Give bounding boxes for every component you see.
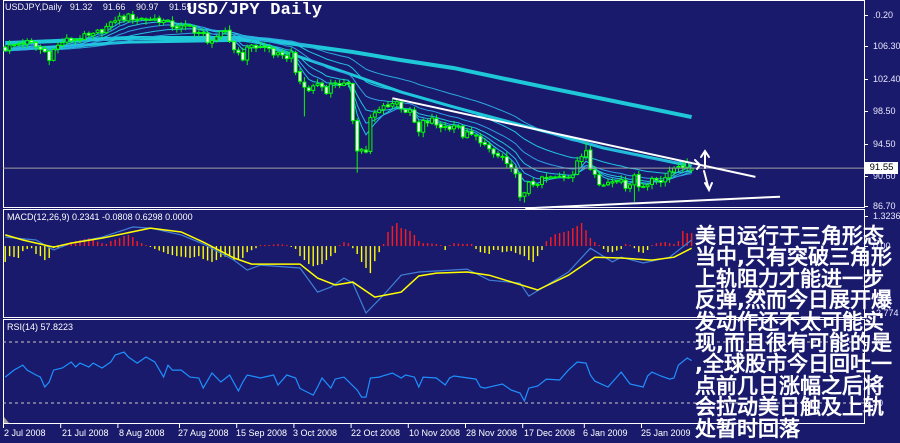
macd-series-layer xyxy=(4,223,693,315)
current-price-label: 91.55 xyxy=(865,162,898,174)
price-axis-label: .0.20 xyxy=(873,10,894,20)
price-axis-label: 94.50 xyxy=(873,139,896,149)
breakout-arrows-icon xyxy=(694,149,713,193)
commentary-line: 美日运行于三角形态 xyxy=(695,224,884,248)
commentary-line: ,全球股市今日回吐一 xyxy=(695,352,892,377)
rsi-axis-label: 70 xyxy=(873,337,884,347)
main-price-panel[interactable] xyxy=(3,0,865,208)
price-series-layer xyxy=(3,10,864,203)
price-axis-label: 86.70 xyxy=(873,201,896,211)
ohlc-high: 91.66 xyxy=(102,2,126,12)
symbol-timeframe: USDJPY,Daily xyxy=(5,2,62,12)
date-axis-label: 6 Jan 2009 xyxy=(583,428,628,438)
commentary-line: 上轨阻力才能进一步 xyxy=(695,266,884,291)
macd-panel[interactable] xyxy=(3,209,865,318)
date-axis-label: 28 Nov 2008 xyxy=(466,428,518,438)
commentary-line: 现,而且很有可能的是 xyxy=(695,330,892,355)
rsi-axis-label: 30 xyxy=(873,398,884,408)
date-axis-label: 27 Aug 2008 xyxy=(178,428,229,438)
commentary-line: 反弹,然而今日展开爆 xyxy=(695,288,892,313)
triangle-trendlines[interactable] xyxy=(392,97,781,210)
commentary-line: 发动作还不太可能实 xyxy=(695,309,884,334)
macd-indicator-label: MACD(12,26,9) 0.2341 -0.0808 0.6298 0.00… xyxy=(7,212,193,222)
analysis-commentary: 美日运行于三角形态 当中,只有突破三角形 上轨阻力才能进一步 反弹,然而今日展开… xyxy=(695,224,892,441)
date-axis-label: 8 Aug 2008 xyxy=(119,428,165,438)
commentary-line: 当中,只有突破三角形 xyxy=(695,245,892,270)
price-axis-label: 98.50 xyxy=(873,106,896,116)
ohlc-close: 91.55 xyxy=(169,2,192,12)
ohlc-open: 91.32 xyxy=(69,2,93,12)
date-axis-label: 2 Jul 2008 xyxy=(4,428,46,438)
macd-axis-label: 1.3236 xyxy=(873,211,900,221)
commentary-line: 处暂时回落 xyxy=(695,416,800,441)
commentary-line: 会拉动美日触及上轨 xyxy=(695,395,884,420)
rsi-panel[interactable] xyxy=(3,319,865,424)
symbol-info-bar: USDJPY,Daily 91.32 91.66 90.97 91.55 xyxy=(5,2,192,12)
chart-title: USD/JPY Daily xyxy=(187,1,323,20)
date-axis-label: 22 Oct 2008 xyxy=(351,428,401,438)
price-axis-label: 90.60 xyxy=(873,171,896,181)
ohlc-low: 90.97 xyxy=(135,2,159,12)
triangle-lower-trendline[interactable] xyxy=(525,195,781,210)
price-axis-ticks xyxy=(864,15,868,404)
triangle-upper-trendline[interactable] xyxy=(392,97,756,178)
date-axis-label: 10 Nov 2008 xyxy=(409,428,461,438)
price-axis-label: 106.30 xyxy=(873,41,900,51)
price-axis-label: 102.40 xyxy=(873,74,900,84)
commentary-line: 点前几日涨幅之后将 xyxy=(695,373,884,398)
date-axis-label: 21 Jul 2008 xyxy=(62,428,109,438)
macd-axis-label: 0.00 xyxy=(873,241,891,251)
date-axis-label: 17 Dec 2008 xyxy=(524,428,576,438)
date-axis-label: 25 Jan 2009 xyxy=(641,428,691,438)
date-axis-label: 15 Sep 2008 xyxy=(236,428,288,438)
date-axis-label: 3 Oct 2008 xyxy=(293,428,338,438)
chart-shift-marker[interactable] xyxy=(4,417,9,423)
rsi-indicator-label: RSI(14) 57.8223 xyxy=(7,322,74,332)
rsi-series-layer xyxy=(3,341,864,404)
macd-axis-label: -2.774 xyxy=(873,308,899,318)
time-axis-ticks xyxy=(3,423,642,428)
